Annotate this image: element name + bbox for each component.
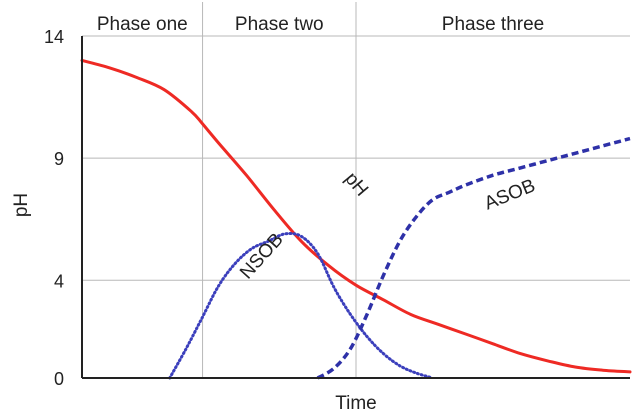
series-nsob-line: [168, 231, 435, 380]
series-ph-line: [80, 58, 632, 374]
phase-dividers: [202, 2, 357, 378]
series-group: [80, 58, 632, 380]
phase-label-3: Phase three: [442, 14, 544, 35]
phase-label-1: Phase one: [97, 14, 188, 35]
y-tick-label-4: 4: [54, 271, 64, 291]
phase-labels: Phase one Phase two Phase three: [97, 14, 544, 35]
phase-label-2: Phase two: [235, 14, 324, 35]
curve-label-asob: ASOB: [482, 175, 539, 214]
y-tick-label-14: 14: [44, 27, 64, 47]
y-tick-label-9: 9: [54, 149, 64, 169]
y-axis-title: pH: [11, 193, 32, 217]
curve-label-ph: pH: [340, 168, 372, 200]
y-tick-label-0: 0: [54, 369, 64, 389]
x-axis-title: Time: [335, 393, 377, 414]
series-asob-line: [316, 136, 631, 380]
axes: [81, 36, 630, 379]
y-ticks: 0 4 9 14: [44, 27, 64, 389]
